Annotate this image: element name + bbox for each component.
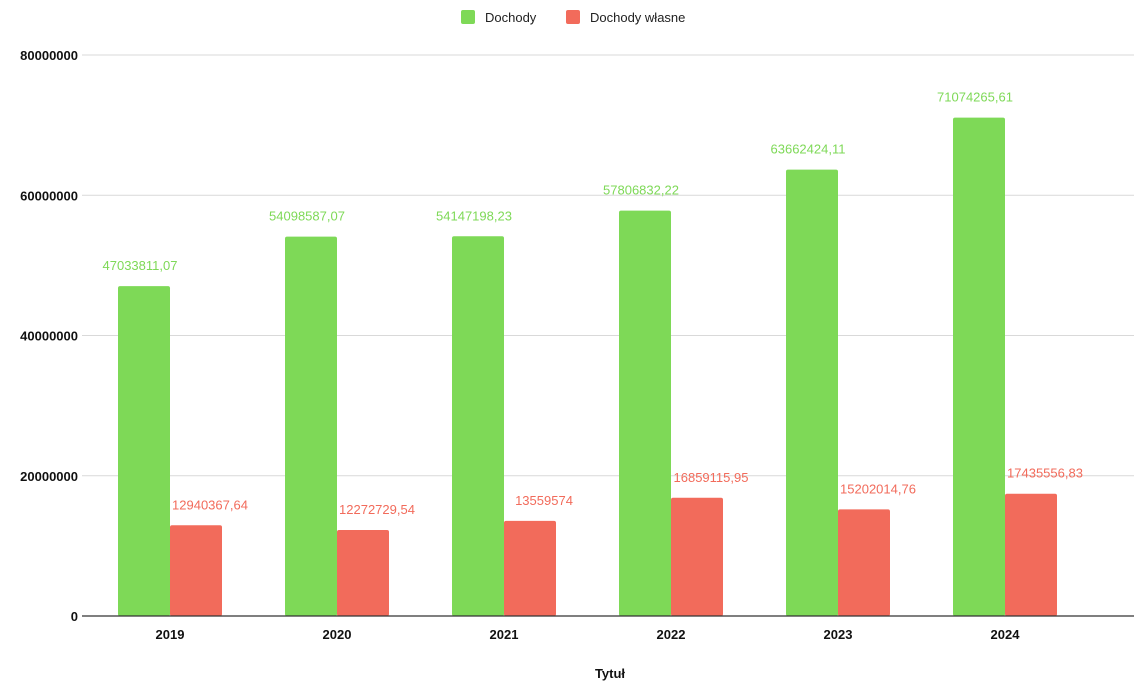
data-label: 15202014,76 <box>840 481 916 496</box>
data-label: 54098587,07 <box>269 209 345 224</box>
data-label: 17435556,83 <box>1007 466 1083 481</box>
bar-dochody-wlasne-2024 <box>1005 493 1057 616</box>
bar-dochody-2024 <box>953 117 1005 617</box>
x-tick-label: 2024 <box>991 627 1021 642</box>
y-tick-label: 20000000 <box>20 469 78 484</box>
data-label: 12940367,64 <box>172 497 248 512</box>
bar-dochody-wlasne-2021 <box>504 520 556 616</box>
data-label: 16859115,95 <box>674 470 749 485</box>
y-tick-label: 60000000 <box>20 188 78 203</box>
bar-dochody-wlasne-2020 <box>337 529 389 616</box>
bar-dochody-wlasne-2023 <box>838 509 890 616</box>
x-tick-label: 2019 <box>156 627 185 642</box>
data-label: 57806832,22 <box>603 183 679 198</box>
bar-dochody-2022 <box>619 210 671 617</box>
legend-label: Dochody własne <box>590 10 685 25</box>
y-tick-label: 80000000 <box>20 48 78 63</box>
chart-legend: Dochody Dochody własne <box>461 10 685 25</box>
x-axis: 2019 2020 2021 2022 2023 2024 <box>82 615 1134 642</box>
x-tick-label: 2022 <box>657 627 686 642</box>
data-labels-group: 47033811,07 12940367,64 54098587,07 1227272… <box>103 90 1083 517</box>
x-tick-label: 2021 <box>490 627 519 642</box>
x-axis-title: Tytuł <box>595 666 625 681</box>
x-tick-label: 2020 <box>323 627 352 642</box>
y-tick-label: 40000000 <box>20 329 78 344</box>
bar-dochody-2021 <box>452 236 504 616</box>
data-label: 12272729,54 <box>339 502 415 517</box>
data-label: 54147198,23 <box>436 208 512 223</box>
bars-group <box>118 117 1057 617</box>
bar-dochody-2023 <box>786 169 838 616</box>
data-label: 13559574 <box>515 493 573 508</box>
bar-dochody-wlasne-2022 <box>671 497 723 616</box>
data-label: 71074265,61 <box>937 90 1013 105</box>
bar-dochody-2020 <box>285 236 337 616</box>
data-label: 63662424,11 <box>771 142 846 157</box>
legend-swatch <box>566 10 580 24</box>
y-tick-label: 0 <box>71 609 78 624</box>
legend-swatch <box>461 10 475 24</box>
data-label: 47033811,07 <box>103 258 178 273</box>
legend-label: Dochody <box>485 10 537 25</box>
bar-dochody-2019 <box>118 286 170 616</box>
bar-dochody-wlasne-2019 <box>170 525 222 616</box>
x-tick-label: 2023 <box>824 627 853 642</box>
y-axis: 0 20000000 40000000 60000000 80000000 <box>20 48 78 624</box>
